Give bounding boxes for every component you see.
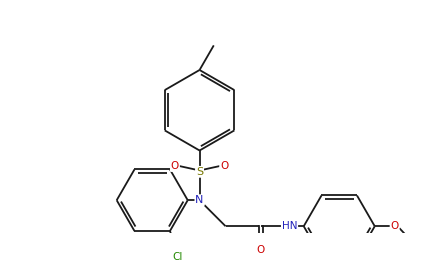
Text: S: S	[196, 167, 203, 177]
Text: O: O	[391, 221, 399, 231]
Text: O: O	[220, 161, 228, 171]
Text: N: N	[195, 195, 204, 205]
Text: O: O	[171, 161, 179, 171]
Text: Cl: Cl	[172, 252, 182, 262]
Text: HN: HN	[282, 221, 297, 231]
Text: O: O	[257, 245, 265, 255]
